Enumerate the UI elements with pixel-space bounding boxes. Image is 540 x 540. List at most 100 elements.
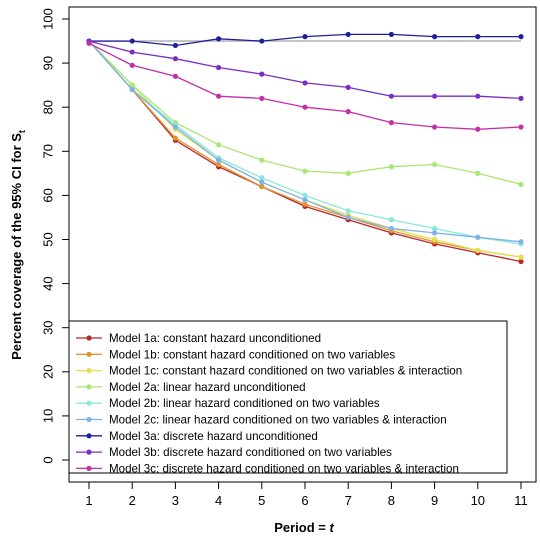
x-tick-label-11: 11 [514, 493, 528, 508]
legend-marker-9 [86, 465, 92, 471]
series-6-point-9 [432, 230, 438, 236]
series-9-point-2 [129, 62, 135, 68]
legend-label-6: Model 2c: linear hazard conditioned on t… [109, 414, 447, 427]
series-7-point-9 [432, 34, 438, 40]
series-line-2 [88, 40, 522, 258]
series-4-point-4 [216, 142, 222, 148]
legend-marker-4 [86, 384, 92, 390]
legend-label-4: Model 2a: linear hazard unconditioned [109, 381, 306, 394]
series-4-point-8 [388, 164, 394, 170]
y-tick-label-80: 80 [40, 100, 55, 114]
series-2-point-3 [172, 135, 178, 141]
series-6-point-2 [129, 86, 135, 93]
y-tick-label-90: 90 [40, 56, 55, 70]
series-6-point-5 [259, 179, 265, 185]
series-8-point-8 [388, 93, 394, 99]
series-8-point-2 [129, 49, 135, 55]
series-9-point-10 [475, 126, 481, 132]
x-axis-title-variable: t [329, 520, 334, 535]
series-8-point-4 [216, 64, 222, 71]
series-6-point-8 [388, 225, 394, 232]
series-line-4 [88, 40, 522, 186]
legend-label-3: Model 1c: constant hazard conditioned on… [109, 365, 462, 378]
series-line-8 [88, 40, 522, 100]
series-5-point-6 [302, 192, 308, 198]
series-8-point-9 [432, 93, 438, 99]
series-8-point-3 [172, 56, 178, 62]
series-7-point-6 [302, 34, 308, 40]
series-9-point-8 [388, 120, 394, 126]
y-axis-title-subscript: t [17, 130, 27, 133]
series-4-point-11 [518, 181, 524, 187]
series-5-point-9 [432, 225, 438, 232]
series-4-point-2 [129, 82, 135, 88]
y-tick-label-20: 20 [40, 365, 55, 379]
legend-marker-3 [86, 368, 92, 374]
series-layer [86, 31, 524, 265]
series-4-point-9 [432, 161, 438, 168]
series-9-point-1 [86, 40, 92, 46]
series-2-point-4 [216, 161, 222, 168]
legend-marker-5 [86, 400, 92, 406]
series-7-point-2 [129, 38, 135, 44]
series-6-point-4 [216, 157, 222, 163]
series-7-point-7 [345, 31, 351, 38]
legend-marker-2 [86, 351, 92, 357]
series-4-point-7 [345, 170, 351, 176]
series-9-point-5 [259, 95, 265, 101]
series-2-point-5 [259, 183, 265, 190]
legend-marker-6 [86, 416, 92, 423]
series-6-point-10 [475, 234, 481, 240]
series-7-point-11 [518, 34, 524, 40]
series-4-point-5 [259, 157, 265, 163]
series-6-point-11 [518, 239, 524, 245]
series-9-point-3 [172, 73, 178, 79]
x-tick-label-2: 2 [129, 493, 136, 508]
series-7-point-8 [388, 31, 394, 38]
x-tick-label-6: 6 [301, 493, 308, 508]
y-tick-label-100: 100 [40, 8, 55, 30]
legend-box [68, 320, 508, 474]
series-9-point-4 [216, 93, 222, 99]
legend-label-2: Model 1b: constant hazard conditioned on… [109, 348, 395, 361]
x-tick-label-3: 3 [172, 493, 179, 508]
y-tick-label-50: 50 [40, 232, 55, 246]
series-8-point-5 [259, 71, 265, 77]
series-line-1 [88, 40, 522, 263]
legend: Model 1a: constant hazard unconditioned M… [68, 320, 508, 475]
series-7-point-4 [216, 36, 222, 42]
y-tick-label-40: 40 [40, 276, 55, 290]
x-axis-title-text: Period = [274, 520, 329, 535]
series-2-point-6 [302, 201, 308, 207]
series-9-point-9 [432, 124, 438, 130]
series-9-point-11 [518, 124, 524, 130]
x-axis-title: Period = t [274, 520, 334, 535]
series-9-point-6 [302, 104, 308, 110]
series-line-5 [88, 40, 522, 245]
series-5-point-5 [259, 175, 265, 181]
series-6-point-6 [302, 197, 308, 203]
x-tick-label-8: 8 [388, 493, 395, 508]
legend-marker-1 [86, 335, 92, 341]
series-3-point-9 [432, 236, 438, 243]
legend-label-7: Model 3a: discrete hazard unconditioned [109, 430, 318, 443]
y-axis-title: Percent coverage of the 95% CI for St [9, 130, 27, 360]
series-7-point-10 [475, 34, 481, 40]
series-4-point-6 [302, 168, 308, 174]
x-tick-label-9: 9 [431, 493, 438, 508]
x-tick-label-4: 4 [215, 493, 222, 508]
series-5-point-8 [388, 217, 394, 223]
series-line-9 [88, 42, 522, 130]
series-8-point-11 [518, 95, 524, 101]
series-4-point-10 [475, 170, 481, 176]
series-8-point-10 [475, 93, 481, 99]
y-tick-label-70: 70 [40, 144, 55, 158]
legend-marker-7 [86, 433, 92, 439]
x-tick-label-5: 5 [258, 493, 265, 508]
legend-label-9: Model 3c: discrete hazard conditioned on… [109, 462, 459, 475]
series-7-point-5 [259, 38, 265, 44]
series-1-point-11 [518, 258, 524, 265]
x-tick-label-1: 1 [85, 493, 92, 508]
y-tick-label-60: 60 [40, 188, 55, 202]
